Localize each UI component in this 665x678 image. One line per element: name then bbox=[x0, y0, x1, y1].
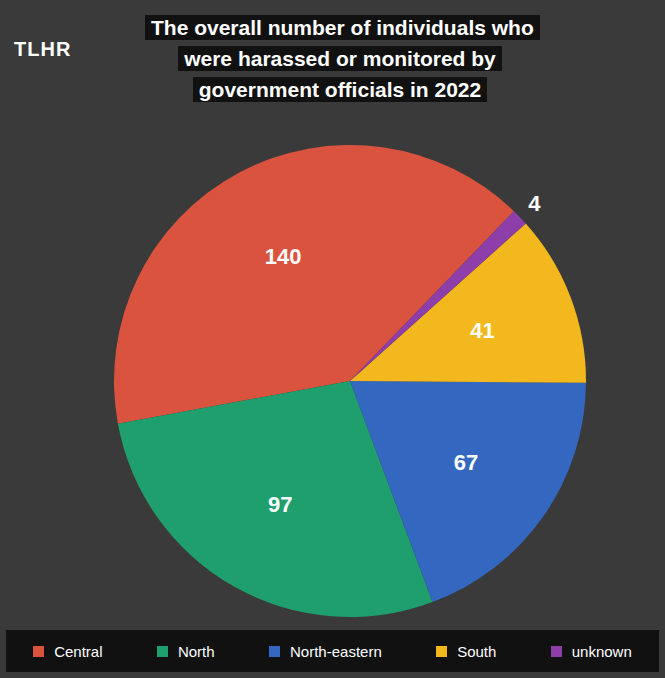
svg-text:41: 41 bbox=[470, 318, 494, 343]
html-text:South: South bbox=[457, 642, 497, 660]
svg-text:4: 4 bbox=[528, 191, 541, 216]
svg-text:140: 140 bbox=[265, 244, 302, 269]
html-text:North: North bbox=[177, 642, 215, 660]
html-text:The overall number of individu: The overall number of individuals who we… bbox=[151, 16, 534, 101]
svg-text:97: 97 bbox=[268, 492, 292, 517]
html-text:unknown: unknown bbox=[571, 642, 632, 660]
svg-text:67: 67 bbox=[454, 450, 478, 475]
html-text:TLHR: TLHR bbox=[14, 38, 72, 60]
html-text:North-eastern: North-eastern bbox=[290, 642, 382, 660]
html-text:Central: Central bbox=[54, 642, 103, 660]
